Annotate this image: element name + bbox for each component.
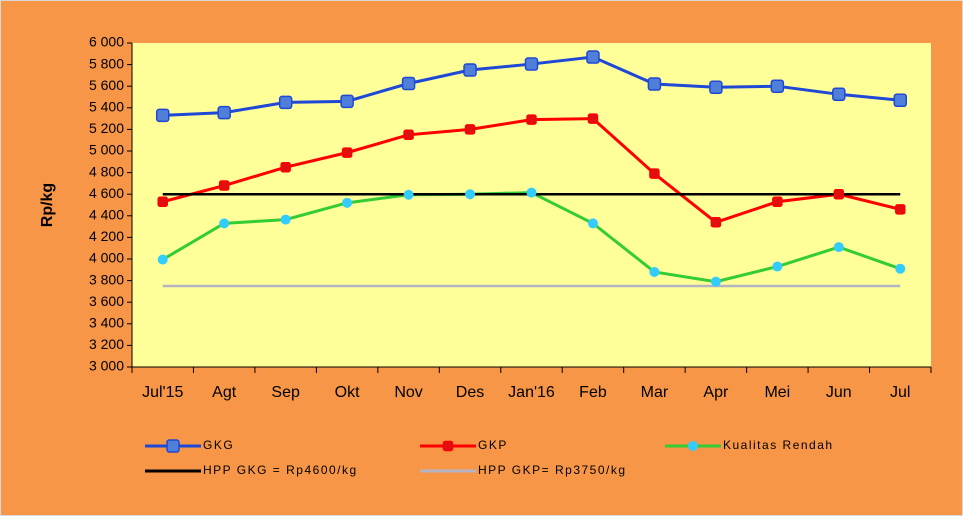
data-point (341, 147, 353, 158)
data-point (833, 242, 844, 253)
data-point (649, 266, 660, 277)
data-point (403, 189, 414, 200)
y-tick-label: 4 200 (89, 228, 124, 244)
data-point (524, 57, 539, 71)
x-tick-label: Jun (826, 384, 852, 401)
data-point (218, 180, 230, 191)
y-tick-label: 5 000 (89, 142, 124, 158)
legend-label: HPP GKP= Rp3750/kg (478, 463, 627, 477)
data-point (465, 189, 476, 200)
y-tick-label: 5 400 (89, 99, 124, 115)
data-point (772, 261, 783, 272)
y-tick-label: 5 800 (89, 55, 124, 71)
y-axis-label: Rp/kg (39, 183, 56, 227)
data-point (217, 105, 231, 120)
data-point (833, 188, 845, 200)
data-point (587, 218, 598, 229)
data-point (649, 168, 660, 179)
x-tick-label: Nov (394, 384, 422, 401)
plot-area (132, 43, 931, 367)
legend-label: HPP GKG = Rp4600/kg (203, 463, 358, 477)
y-tick-label: 5 200 (89, 120, 124, 136)
y-tick-label: 3 000 (89, 358, 124, 374)
data-point (709, 80, 723, 95)
y-tick-label: 4 600 (89, 185, 124, 201)
x-tick-label: Jan'16 (508, 384, 555, 401)
data-point (403, 129, 414, 141)
y-tick-label: 3 600 (89, 293, 124, 309)
y-tick-label: 3 800 (89, 271, 124, 287)
data-point (770, 79, 785, 93)
legend-marker (442, 440, 454, 452)
data-point (157, 254, 168, 265)
x-tick-label: Feb (579, 384, 607, 401)
data-point (157, 196, 168, 208)
data-point (401, 76, 416, 91)
legend-marker (688, 441, 698, 451)
x-tick-label: Des (456, 384, 484, 401)
data-point (832, 87, 846, 102)
y-tick-label: 4 800 (89, 163, 124, 179)
data-point (772, 196, 783, 208)
data-point (342, 197, 353, 208)
x-tick-label: Apr (703, 384, 729, 401)
y-tick-label: 6 000 (89, 34, 124, 50)
data-point (278, 95, 293, 110)
data-point (587, 113, 599, 124)
x-tick-label: Jul (890, 384, 910, 401)
legend-label: GKG (203, 438, 234, 452)
y-tick-label: 3 400 (89, 315, 124, 331)
x-tick-label: Agt (212, 384, 237, 401)
data-point (526, 114, 537, 125)
data-point (586, 50, 600, 64)
data-point (895, 263, 906, 274)
data-point (893, 93, 908, 107)
y-tick-label: 4 400 (89, 207, 124, 223)
data-point (155, 108, 170, 123)
x-tick-label: Sep (271, 384, 300, 401)
data-point (647, 77, 662, 91)
data-point (340, 94, 354, 109)
legend-marker (166, 439, 180, 453)
data-point (464, 124, 476, 135)
data-point (895, 204, 906, 215)
data-point (463, 63, 477, 77)
y-tick-label: 3 200 (89, 336, 124, 352)
y-tick-label: 4 000 (89, 250, 124, 266)
legend-label: GKP (478, 438, 508, 452)
legend-label: Kualitas Rendah (723, 438, 834, 452)
y-tick-label: 5 600 (89, 77, 124, 93)
x-tick-label: Mei (764, 384, 790, 401)
data-point (526, 187, 537, 198)
x-tick-label: Mar (641, 384, 669, 401)
data-point (280, 161, 291, 173)
x-tick-label: Okt (335, 384, 360, 401)
data-point (710, 217, 722, 228)
x-tick-label: Jul'15 (142, 384, 183, 401)
data-point (219, 218, 230, 229)
data-point (710, 276, 721, 287)
data-point (280, 214, 291, 225)
